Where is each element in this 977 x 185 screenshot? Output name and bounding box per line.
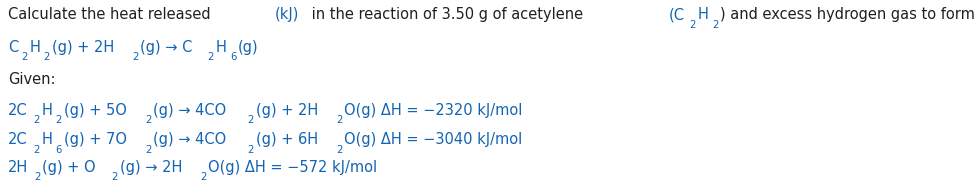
- Text: 2: 2: [43, 52, 50, 62]
- Text: (kJ): (kJ): [275, 7, 299, 22]
- Text: (g): (g): [238, 40, 259, 55]
- Text: 2: 2: [207, 52, 214, 62]
- Text: (g) + 7O: (g) + 7O: [64, 132, 126, 147]
- Text: 2: 2: [200, 172, 206, 182]
- Text: (g) + 2H: (g) + 2H: [255, 103, 318, 118]
- Text: (g) + 6H: (g) + 6H: [256, 132, 318, 147]
- Text: 2: 2: [111, 172, 117, 182]
- Text: (g) + 2H: (g) + 2H: [52, 40, 113, 55]
- Text: Given:: Given:: [8, 72, 56, 87]
- Text: 2: 2: [34, 172, 40, 182]
- Text: 2: 2: [247, 145, 254, 155]
- Text: (g) → 2H: (g) → 2H: [119, 160, 182, 175]
- Text: 6: 6: [56, 145, 62, 155]
- Text: 2: 2: [33, 145, 39, 155]
- Text: 6: 6: [230, 52, 236, 62]
- Text: H: H: [29, 40, 40, 55]
- Text: (C: (C: [668, 7, 684, 22]
- Text: 2C: 2C: [8, 103, 27, 118]
- Text: H: H: [216, 40, 227, 55]
- Text: 2: 2: [56, 115, 62, 125]
- Text: 2: 2: [711, 20, 717, 30]
- Text: 2: 2: [336, 115, 342, 125]
- Text: (g) + O: (g) + O: [42, 160, 96, 175]
- Text: 2: 2: [336, 145, 342, 155]
- Text: 2: 2: [689, 20, 696, 30]
- Text: (g) → C: (g) → C: [140, 40, 192, 55]
- Text: (g) → 4CO: (g) → 4CO: [152, 103, 226, 118]
- Text: 2: 2: [145, 145, 151, 155]
- Text: H: H: [698, 7, 708, 22]
- Text: 2: 2: [132, 52, 138, 62]
- Text: ) and excess hydrogen gas to form ethane gas:: ) and excess hydrogen gas to form ethane…: [719, 7, 977, 22]
- Text: 2: 2: [33, 115, 39, 125]
- Text: 2C: 2C: [8, 132, 27, 147]
- Text: O(g) ΔH = −2320 kJ/mol: O(g) ΔH = −2320 kJ/mol: [344, 103, 522, 118]
- Text: C: C: [8, 40, 18, 55]
- Text: 2: 2: [247, 115, 254, 125]
- Text: H: H: [41, 132, 52, 147]
- Text: (g) + 5O: (g) + 5O: [64, 103, 126, 118]
- Text: H: H: [41, 103, 52, 118]
- Text: 2: 2: [21, 52, 27, 62]
- Text: 2H: 2H: [8, 160, 28, 175]
- Text: O(g) ΔH = −3040 kJ/mol: O(g) ΔH = −3040 kJ/mol: [344, 132, 522, 147]
- Text: O(g) ΔH = −572 kJ/mol: O(g) ΔH = −572 kJ/mol: [208, 160, 377, 175]
- Text: Calculate the heat released: Calculate the heat released: [8, 7, 215, 22]
- Text: 2: 2: [145, 115, 151, 125]
- Text: (g) → 4CO: (g) → 4CO: [153, 132, 226, 147]
- Text: in the reaction of 3.50 g of acetylene: in the reaction of 3.50 g of acetylene: [307, 7, 587, 22]
